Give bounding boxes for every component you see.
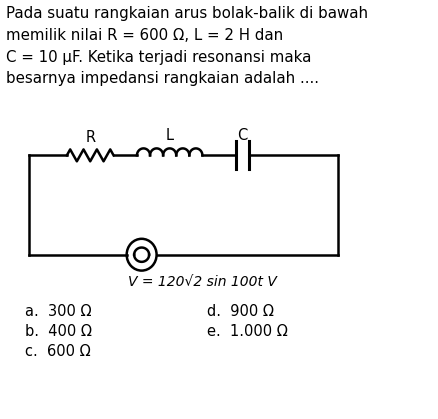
Text: b.  400 Ω: b. 400 Ω [25, 324, 92, 339]
Text: R: R [85, 130, 95, 145]
Text: V = 120√2 sin 100t V: V = 120√2 sin 100t V [127, 274, 276, 289]
Text: a.  300 Ω: a. 300 Ω [25, 304, 91, 319]
Text: C: C [237, 128, 247, 143]
Text: d.  900 Ω: d. 900 Ω [207, 304, 273, 319]
Text: c.  600 Ω: c. 600 Ω [25, 344, 90, 359]
Text: e.  1.000 Ω: e. 1.000 Ω [207, 324, 287, 339]
Text: L: L [165, 128, 173, 143]
Text: Pada suatu rangkaian arus bolak-balik di bawah
memilik nilai R = 600 Ω, L = 2 H : Pada suatu rangkaian arus bolak-balik di… [6, 6, 367, 86]
